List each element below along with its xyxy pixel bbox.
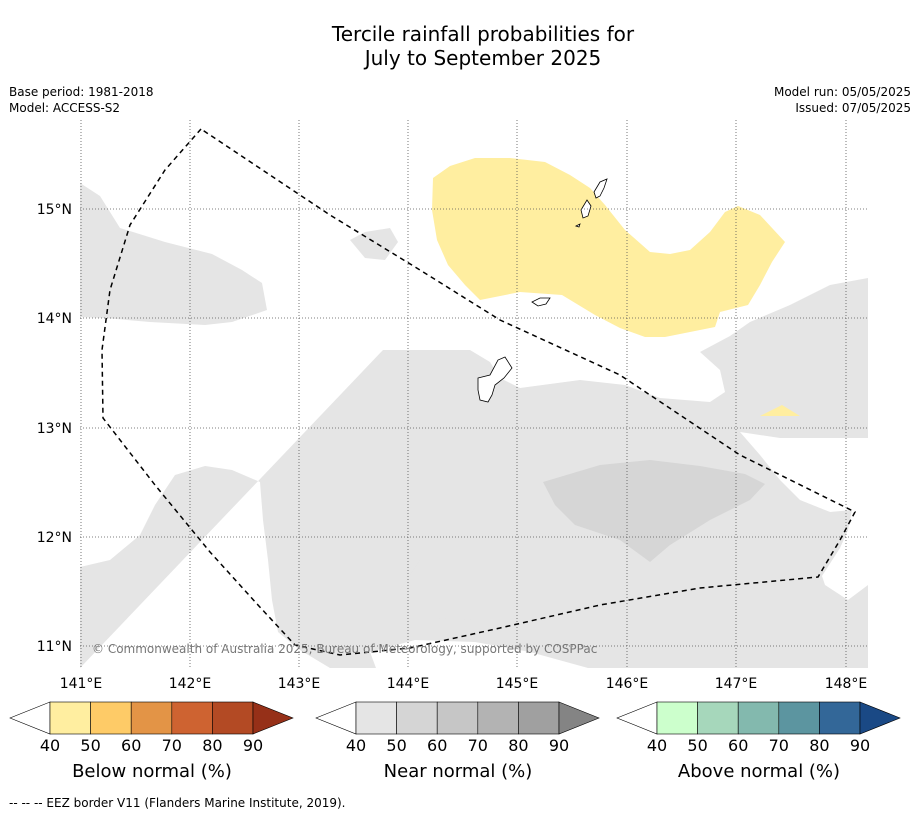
colorbar-tick-label: 40 xyxy=(647,736,667,755)
map-figure: © Commonwealth of Australia 2025, Bureau… xyxy=(9,120,901,755)
colorbar-tick-label: 90 xyxy=(850,736,870,755)
lat-label: 14°N xyxy=(37,311,72,327)
grid-lines xyxy=(80,120,868,668)
colorbar-tick-label: 80 xyxy=(508,736,528,755)
lon-label: 143°E xyxy=(278,676,321,692)
colorbar-near: 40 50 60 70 80 90 xyxy=(315,701,600,755)
colorbar-tick-label: 70 xyxy=(162,736,182,755)
near-normal-50-60-shading xyxy=(543,460,765,562)
map-title: Tercile rainfall probabilities for July … xyxy=(0,22,919,70)
longitude-labels: 141°E 142°E 143°E 144°E 145°E 146°E 147°E 148°E xyxy=(60,676,868,692)
island-rota xyxy=(531,297,551,307)
copyright-notice: © Commonwealth of Australia 2025, Bureau… xyxy=(92,642,597,656)
islands xyxy=(477,178,608,403)
lat-label: 12°N xyxy=(37,530,72,546)
colorbar-extend-high xyxy=(859,701,901,735)
colorbar-tick-label: 40 xyxy=(346,736,366,755)
lon-label: 144°E xyxy=(387,676,430,692)
lat-label: 13°N xyxy=(37,421,72,437)
colorbars: 40 50 60 70 80 90 40 50 60 70 80 90 40 50 60 70 80 90 xyxy=(9,701,901,755)
lon-label: 142°E xyxy=(169,676,212,692)
colorbar-tick-label: 50 xyxy=(386,736,406,755)
colorbar-segment xyxy=(778,701,820,735)
colorbar-tick-label: 80 xyxy=(202,736,222,755)
colorbar-below-label: Below normal (%) xyxy=(72,761,232,782)
colorbar-tick-label: 50 xyxy=(80,736,100,755)
colorbar-segment xyxy=(656,701,698,735)
colorbar-tick-label: 50 xyxy=(687,736,707,755)
colorbar-tick-label: 80 xyxy=(809,736,829,755)
colorbar-tick-label: 70 xyxy=(468,736,488,755)
colorbar-tick-label: 60 xyxy=(728,736,748,755)
map-plot-area xyxy=(80,120,868,668)
colorbar-extend-high xyxy=(252,701,294,735)
meta-right: Model run: 05/05/2025 Issued: 07/05/2025 xyxy=(774,84,911,116)
lon-label: 145°E xyxy=(496,676,539,692)
model-run: Model run: 05/05/2025 xyxy=(773,85,911,99)
lon-label: 146°E xyxy=(606,676,649,692)
colorbar-near-label: Near normal (%) xyxy=(383,761,533,782)
colorbar-segment xyxy=(171,701,213,735)
colorbar-segment xyxy=(518,701,560,735)
title-line-2: July to September 2025 xyxy=(364,46,602,70)
latitude-labels: 15°N 14°N 13°N 12°N 11°N xyxy=(37,202,72,655)
colorbar-segment xyxy=(130,701,173,735)
colorbar-segment xyxy=(355,701,397,735)
colorbar-above: 40 50 60 70 80 90 xyxy=(616,701,901,755)
colorbar-tick-label: 60 xyxy=(121,736,141,755)
colorbar-extend-low xyxy=(315,701,357,735)
colorbar-extend-high xyxy=(558,701,600,735)
lat-label: 15°N xyxy=(37,202,72,218)
eez-border-line xyxy=(101,128,857,656)
colorbar-segment xyxy=(436,701,479,735)
colorbar-tick-label: 90 xyxy=(549,736,569,755)
island-guam xyxy=(477,356,513,403)
colorbar-segment xyxy=(819,701,861,735)
lon-label: 147°E xyxy=(715,676,758,692)
colorbar-extend-low xyxy=(616,701,658,735)
model-name: Model: ACCESS-S2 xyxy=(9,101,121,115)
below-normal-40-50-shading xyxy=(432,158,800,416)
colorbar-below: 40 50 60 70 80 90 xyxy=(9,701,294,755)
lon-label: 148°E xyxy=(825,676,868,692)
colorbar-tick-label: 60 xyxy=(427,736,447,755)
island-saipan xyxy=(593,178,608,199)
lon-label: 141°E xyxy=(60,676,103,692)
colorbar-segment xyxy=(396,701,438,735)
colorbar-tick-label: 40 xyxy=(40,736,60,755)
colorbar-segment xyxy=(737,701,780,735)
lat-label: 11°N xyxy=(37,639,72,655)
base-period: Base period: 1981-2018 xyxy=(9,85,154,99)
island-aguijan xyxy=(574,223,581,228)
title-line-1: Tercile rainfall probabilities for xyxy=(331,22,635,46)
colorbar-segment xyxy=(49,701,91,735)
colorbar-segment xyxy=(477,701,519,735)
meta-left: Base period: 1981-2018 Model: ACCESS-S2 xyxy=(9,84,154,116)
colorbar-segment xyxy=(90,701,132,735)
colorbar-extend-low xyxy=(9,701,51,735)
colorbar-segment xyxy=(212,701,254,735)
colorbar-segment xyxy=(697,701,739,735)
colorbar-tick-label: 90 xyxy=(243,736,263,755)
issued-date: Issued: 07/05/2025 xyxy=(795,101,911,115)
eez-footnote: -- -- -- EEZ border V11 (Flanders Marine… xyxy=(9,796,346,810)
colorbar-tick-label: 70 xyxy=(769,736,789,755)
island-tinian xyxy=(580,199,592,219)
colorbar-above-label: Above normal (%) xyxy=(677,761,841,782)
